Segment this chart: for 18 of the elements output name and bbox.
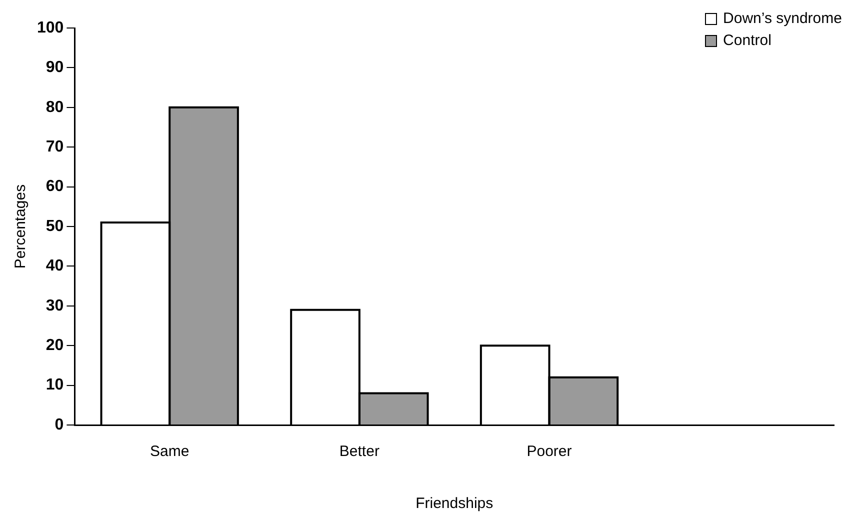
y-axis-title: Percentages [12,184,30,269]
legend-label: Control [723,31,772,51]
y-tick-label: 40 [46,258,64,275]
x-tick-label: Same [150,443,190,460]
y-tick-label: 20 [46,337,64,354]
x-tick-label: Better [339,443,380,460]
y-tick-label: 10 [46,376,64,394]
y-tick-label: 60 [46,178,64,196]
y-tick-label: 90 [46,59,64,76]
x-tick-label: Poorer [526,443,572,460]
y-tick-label: 80 [46,98,64,116]
y-tick-label: 50 [46,218,64,235]
y-tick-label: 30 [46,297,64,314]
x-axis-title: Friendships [416,495,494,512]
y-tick-label: 70 [46,138,64,156]
text: Down’s syndrome [723,9,842,29]
y-tick-label: 100 [36,19,64,36]
y-tick-label: 0 [54,416,64,434]
